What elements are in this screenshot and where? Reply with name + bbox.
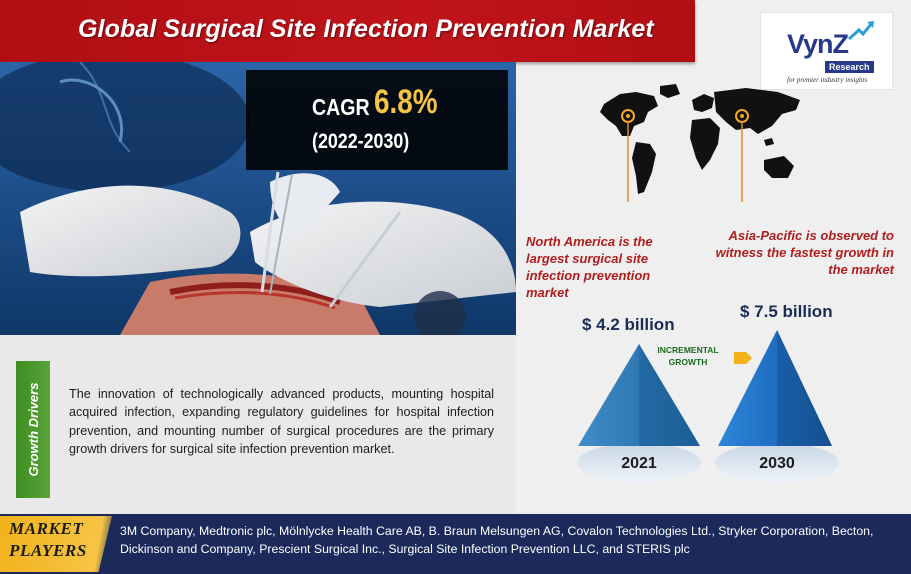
north-america-annotation: North America is the largest surgical si… bbox=[526, 234, 653, 300]
market-players-label-line1: MARKET bbox=[9, 519, 84, 538]
market-value-2021: $ 4.2 billion bbox=[582, 315, 675, 334]
growth-drivers-tab-label: Growth Drivers bbox=[25, 382, 41, 477]
incremental-arrow-icon bbox=[734, 352, 752, 364]
logo-sub-label: Research bbox=[825, 61, 874, 73]
logo-tagline: for premier industry insights bbox=[787, 76, 868, 84]
logo-arrow-icon bbox=[847, 21, 874, 41]
surgery-illustration bbox=[0, 62, 516, 335]
market-players-list: 3M Company, Medtronic plc, Mölnlycke Hea… bbox=[120, 524, 874, 556]
base-2021 bbox=[577, 443, 701, 483]
market-players-strip bbox=[0, 514, 911, 574]
market-players-tag bbox=[0, 516, 112, 572]
logo-wordmark: VynZ bbox=[787, 29, 849, 59]
cagr-period: (2022-2030) bbox=[312, 130, 410, 153]
year-label-2021: 2021 bbox=[621, 455, 657, 472]
cagr-value: 6.8% bbox=[374, 83, 438, 121]
cagr-label: CAGR bbox=[312, 94, 370, 120]
year-label-2030: 2030 bbox=[759, 455, 795, 472]
world-map bbox=[600, 84, 800, 202]
market-players-label-line2: PLAYERS bbox=[9, 541, 87, 560]
market-size-graphic bbox=[577, 330, 839, 483]
base-2030 bbox=[715, 443, 839, 483]
asia-pacific-annotation: Asia-Pacific is observed to witness the … bbox=[715, 228, 894, 277]
market-value-2030: $ 7.5 billion bbox=[740, 302, 833, 321]
page-title: Global Surgical Site Infection Preventio… bbox=[78, 15, 654, 43]
growth-drivers-tab: Growth Drivers bbox=[16, 361, 50, 498]
growth-drivers-panel bbox=[0, 335, 516, 514]
cagr-box: CAGR 6.8% (2022-2030) bbox=[246, 70, 508, 170]
surgery-photo bbox=[0, 62, 516, 335]
incremental-growth-label: INCREMENTAL GROWTH bbox=[657, 345, 719, 367]
growth-drivers-text: The innovation of technologically advanc… bbox=[69, 387, 494, 456]
title-banner: Global Surgical Site Infection Preventio… bbox=[0, 0, 695, 62]
company-logo: VynZ Research for premier industry insig… bbox=[760, 12, 893, 90]
